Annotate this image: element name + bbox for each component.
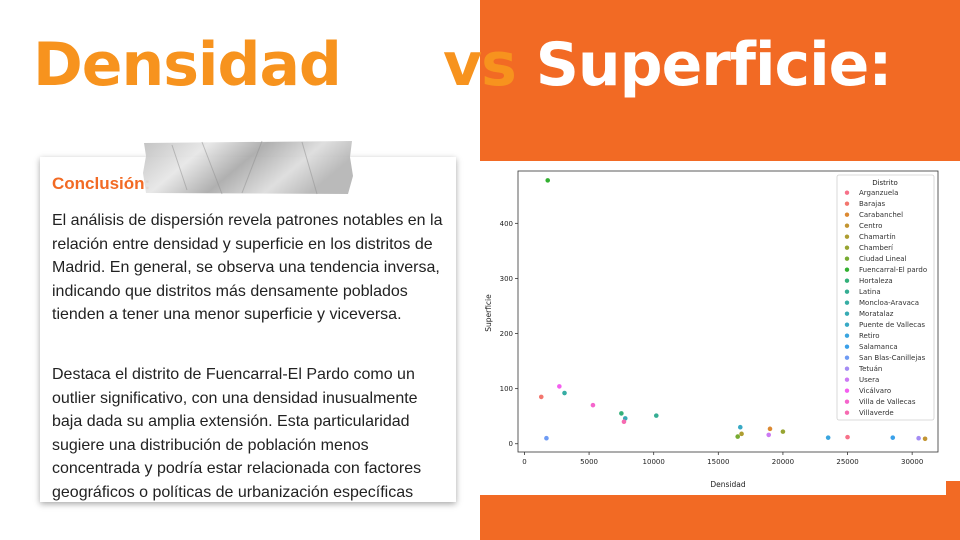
scatter-point (916, 435, 921, 441)
legend-marker (844, 212, 850, 217)
scatter-point (545, 178, 551, 183)
scatter-point (780, 429, 786, 434)
legend-entry-label: Hortaleza (859, 277, 893, 285)
x-tick-label: 10000 (643, 458, 665, 466)
legend-marker (844, 322, 850, 327)
legend-marker (844, 245, 850, 250)
legend-box (836, 174, 935, 421)
scatter-point (590, 402, 596, 408)
legend-entry-label: Moratalaz (859, 310, 894, 318)
y-tick-label: 200 (500, 330, 513, 338)
y-tick-label: 300 (500, 275, 513, 283)
x-tick-label: 15000 (707, 458, 729, 466)
legend-marker (844, 388, 850, 393)
legend-entry-label: Ciudad Lineal (859, 255, 907, 263)
legend-entry-label: Vicálvaro (859, 387, 891, 395)
legend-entry-label: Chamartín (859, 233, 896, 241)
legend-marker (844, 256, 850, 261)
scatter-points (538, 178, 928, 442)
legend-marker (844, 366, 850, 371)
y-axis-ticks: 0 100 200 300 400 (500, 220, 518, 448)
scatter-point (621, 419, 627, 424)
legend-entry-label: Salamanca (859, 343, 898, 351)
legend-entry-label: Moncloa-Aravaca (859, 299, 919, 307)
legend-entry-label: Barajas (859, 200, 885, 208)
legend-entry-label: San Blas-Canillejas (859, 354, 926, 362)
legend: Distrito Arganzuela Barajas Carabanchel Cen… (836, 174, 935, 421)
tape-decoration (143, 140, 353, 195)
slide-title-left: Densidad (33, 30, 342, 100)
card-paragraph-1: El análisis de dispersión revela patrone… (52, 212, 443, 323)
title-superficie: Superficie: (535, 30, 893, 100)
scatter-point (922, 436, 928, 442)
conclusion-card: Conclusión: El análisis de dispersión re… (40, 157, 456, 502)
scatter-point (653, 413, 659, 418)
legend-marker (844, 289, 850, 294)
x-tick-label: 25000 (836, 458, 858, 466)
x-axis-ticks: 0 5000 10000 15000 20000 25000 30000 (522, 452, 923, 466)
y-tick-label: 400 (500, 220, 513, 228)
legend-marker (844, 223, 850, 228)
legend-marker (844, 234, 850, 239)
x-tick-label: 5000 (580, 458, 598, 466)
axes-frame (517, 170, 939, 453)
legend-entry-label: Chamberí (859, 244, 894, 252)
legend-marker (844, 267, 850, 272)
legend-entry-label: Retiro (859, 332, 880, 340)
legend-entry-label: Tetuán (858, 365, 882, 373)
scatter-chart: 0 5000 10000 15000 20000 25000 30000 0 100 200 30… (480, 165, 946, 495)
scatter-point (845, 434, 850, 440)
x-tick-label: 30000 (901, 458, 923, 466)
legend-entry-label: Villa de Vallecas (859, 398, 916, 406)
legend-marker (844, 377, 850, 382)
scatter-point (766, 432, 772, 438)
slide-title-right: vs Superficie: (443, 30, 893, 100)
scatter-point (890, 435, 896, 440)
legend-marker (844, 190, 850, 195)
card-paragraph-2: Destaca el distrito de Fuencarral-El Par… (52, 366, 422, 501)
legend-entry-label: Carabanchel (859, 211, 903, 219)
legend-entry-label: Usera (859, 376, 879, 384)
scatter-point (767, 426, 773, 432)
y-axis-label: Superficie (484, 294, 493, 332)
legend-marker (844, 355, 850, 360)
legend-title: Distrito (872, 179, 898, 187)
legend-entry-label: Latina (859, 288, 881, 296)
title-vs: vs (443, 30, 517, 100)
scatter-point (619, 411, 624, 416)
legend-entry-label: Arganzuela (859, 189, 898, 197)
legend-entry-label: Villaverde (859, 409, 894, 417)
title-superficie-gap (516, 30, 536, 100)
scatter-point (735, 434, 740, 439)
legend-marker (844, 333, 850, 338)
x-axis-label: Densidad (710, 480, 745, 489)
card-heading: Conclusión: (52, 174, 151, 193)
legend-marker (844, 300, 850, 305)
legend-marker (844, 410, 850, 415)
scatter-point (544, 435, 549, 441)
legend-entry-label: Puente de Vallecas (859, 321, 925, 329)
legend-entry-label: Fuencarral-El pardo (859, 266, 927, 274)
scatter-point (557, 384, 562, 389)
scatter-point (562, 390, 567, 396)
scatter-point (825, 435, 831, 440)
scatter-point (538, 394, 544, 400)
legend-marker (844, 311, 850, 316)
y-tick-label: 0 (509, 440, 513, 448)
x-tick-label: 0 (522, 458, 526, 466)
orange-band-top (480, 0, 960, 161)
y-tick-label: 100 (500, 385, 513, 393)
legend-marker (844, 201, 850, 206)
legend-marker (844, 399, 850, 404)
legend-entry-label: Centro (859, 222, 882, 230)
scatter-point (737, 424, 743, 430)
scatter-point (739, 431, 744, 437)
legend-marker (844, 344, 850, 349)
x-tick-label: 20000 (772, 458, 794, 466)
legend-marker (844, 278, 850, 283)
